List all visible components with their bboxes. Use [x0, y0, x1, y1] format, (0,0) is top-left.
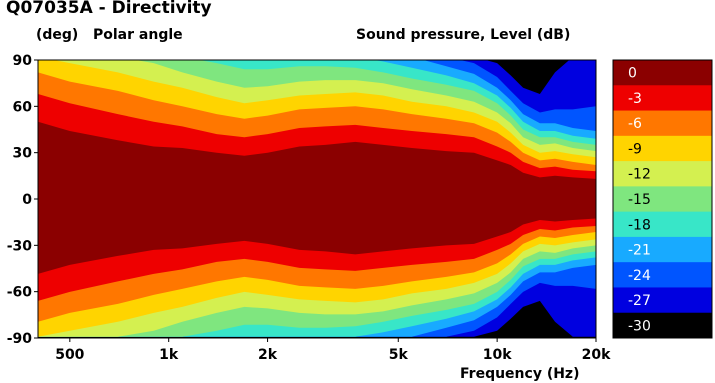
- colorbar-level-label: -6: [628, 116, 642, 132]
- colorbar-swatch: [613, 236, 712, 263]
- colorbar-swatch: [613, 85, 712, 112]
- colorbar-level-label: -21: [628, 243, 651, 259]
- colorbar-swatch: [613, 110, 712, 137]
- colorbar-level-label: -27: [628, 293, 651, 309]
- colorbar-swatch: [613, 211, 712, 238]
- y-tick-label: 0: [22, 192, 32, 208]
- x-axis-label: Frequency (Hz): [460, 366, 580, 382]
- x-tick-label: 1k: [159, 347, 179, 363]
- colorbar-level-label: -15: [628, 192, 651, 208]
- x-ticks: 500 1k 2k 5k 10k 20k: [55, 338, 611, 363]
- colorbar-swatch: [613, 161, 712, 187]
- y-ticks: 90 60 30 0 -30 -60 -90: [7, 53, 38, 347]
- x-tick-label: 2k: [258, 347, 278, 363]
- x-tick-label: 20k: [582, 347, 611, 363]
- y-axis-label: Polar angle: [93, 27, 183, 43]
- colorbar-level-label: 0: [628, 66, 637, 82]
- colorbar-level-label: -24: [628, 268, 651, 284]
- y-tick-label: 60: [13, 99, 33, 115]
- contour-bands: [38, 60, 596, 338]
- x-tick-label: 10k: [483, 347, 512, 363]
- colorbar-swatch: [613, 287, 712, 314]
- colorbar-swatch: [613, 135, 712, 162]
- y-tick-label: -60: [7, 285, 33, 301]
- colorbar-level-label: -30: [628, 318, 651, 334]
- x-tick-label: 5k: [389, 347, 409, 363]
- colorbar-swatch: [613, 186, 712, 213]
- x-tick-label: 500: [55, 347, 84, 363]
- colorbar-swatch: [613, 262, 712, 288]
- colorbar-swatch: [613, 312, 712, 339]
- y-tick-label: 30: [13, 146, 33, 162]
- y-tick-label: -30: [7, 238, 33, 254]
- band-minus3dB: [38, 121, 596, 274]
- colorbar-level-label: -9: [628, 141, 642, 157]
- colorbar-swatch: [613, 60, 712, 86]
- chart-title: Q07035A - Directivity: [6, 0, 212, 18]
- y-tick-label: -90: [7, 331, 33, 347]
- colorbar-level-label: -18: [628, 217, 651, 233]
- y-axis-unit: (deg): [36, 27, 79, 43]
- colorbar-label: Sound pressure, Level (dB): [356, 27, 571, 43]
- colorbar-level-label: -12: [628, 167, 651, 183]
- y-tick-label: 90: [13, 53, 33, 69]
- colorbar: 0 -3 -6 -9 -12 -15 -18 -21 -24 -27 -30: [612, 59, 713, 339]
- colorbar-frame: [612, 59, 713, 339]
- colorbar-level-label: -3: [628, 91, 642, 107]
